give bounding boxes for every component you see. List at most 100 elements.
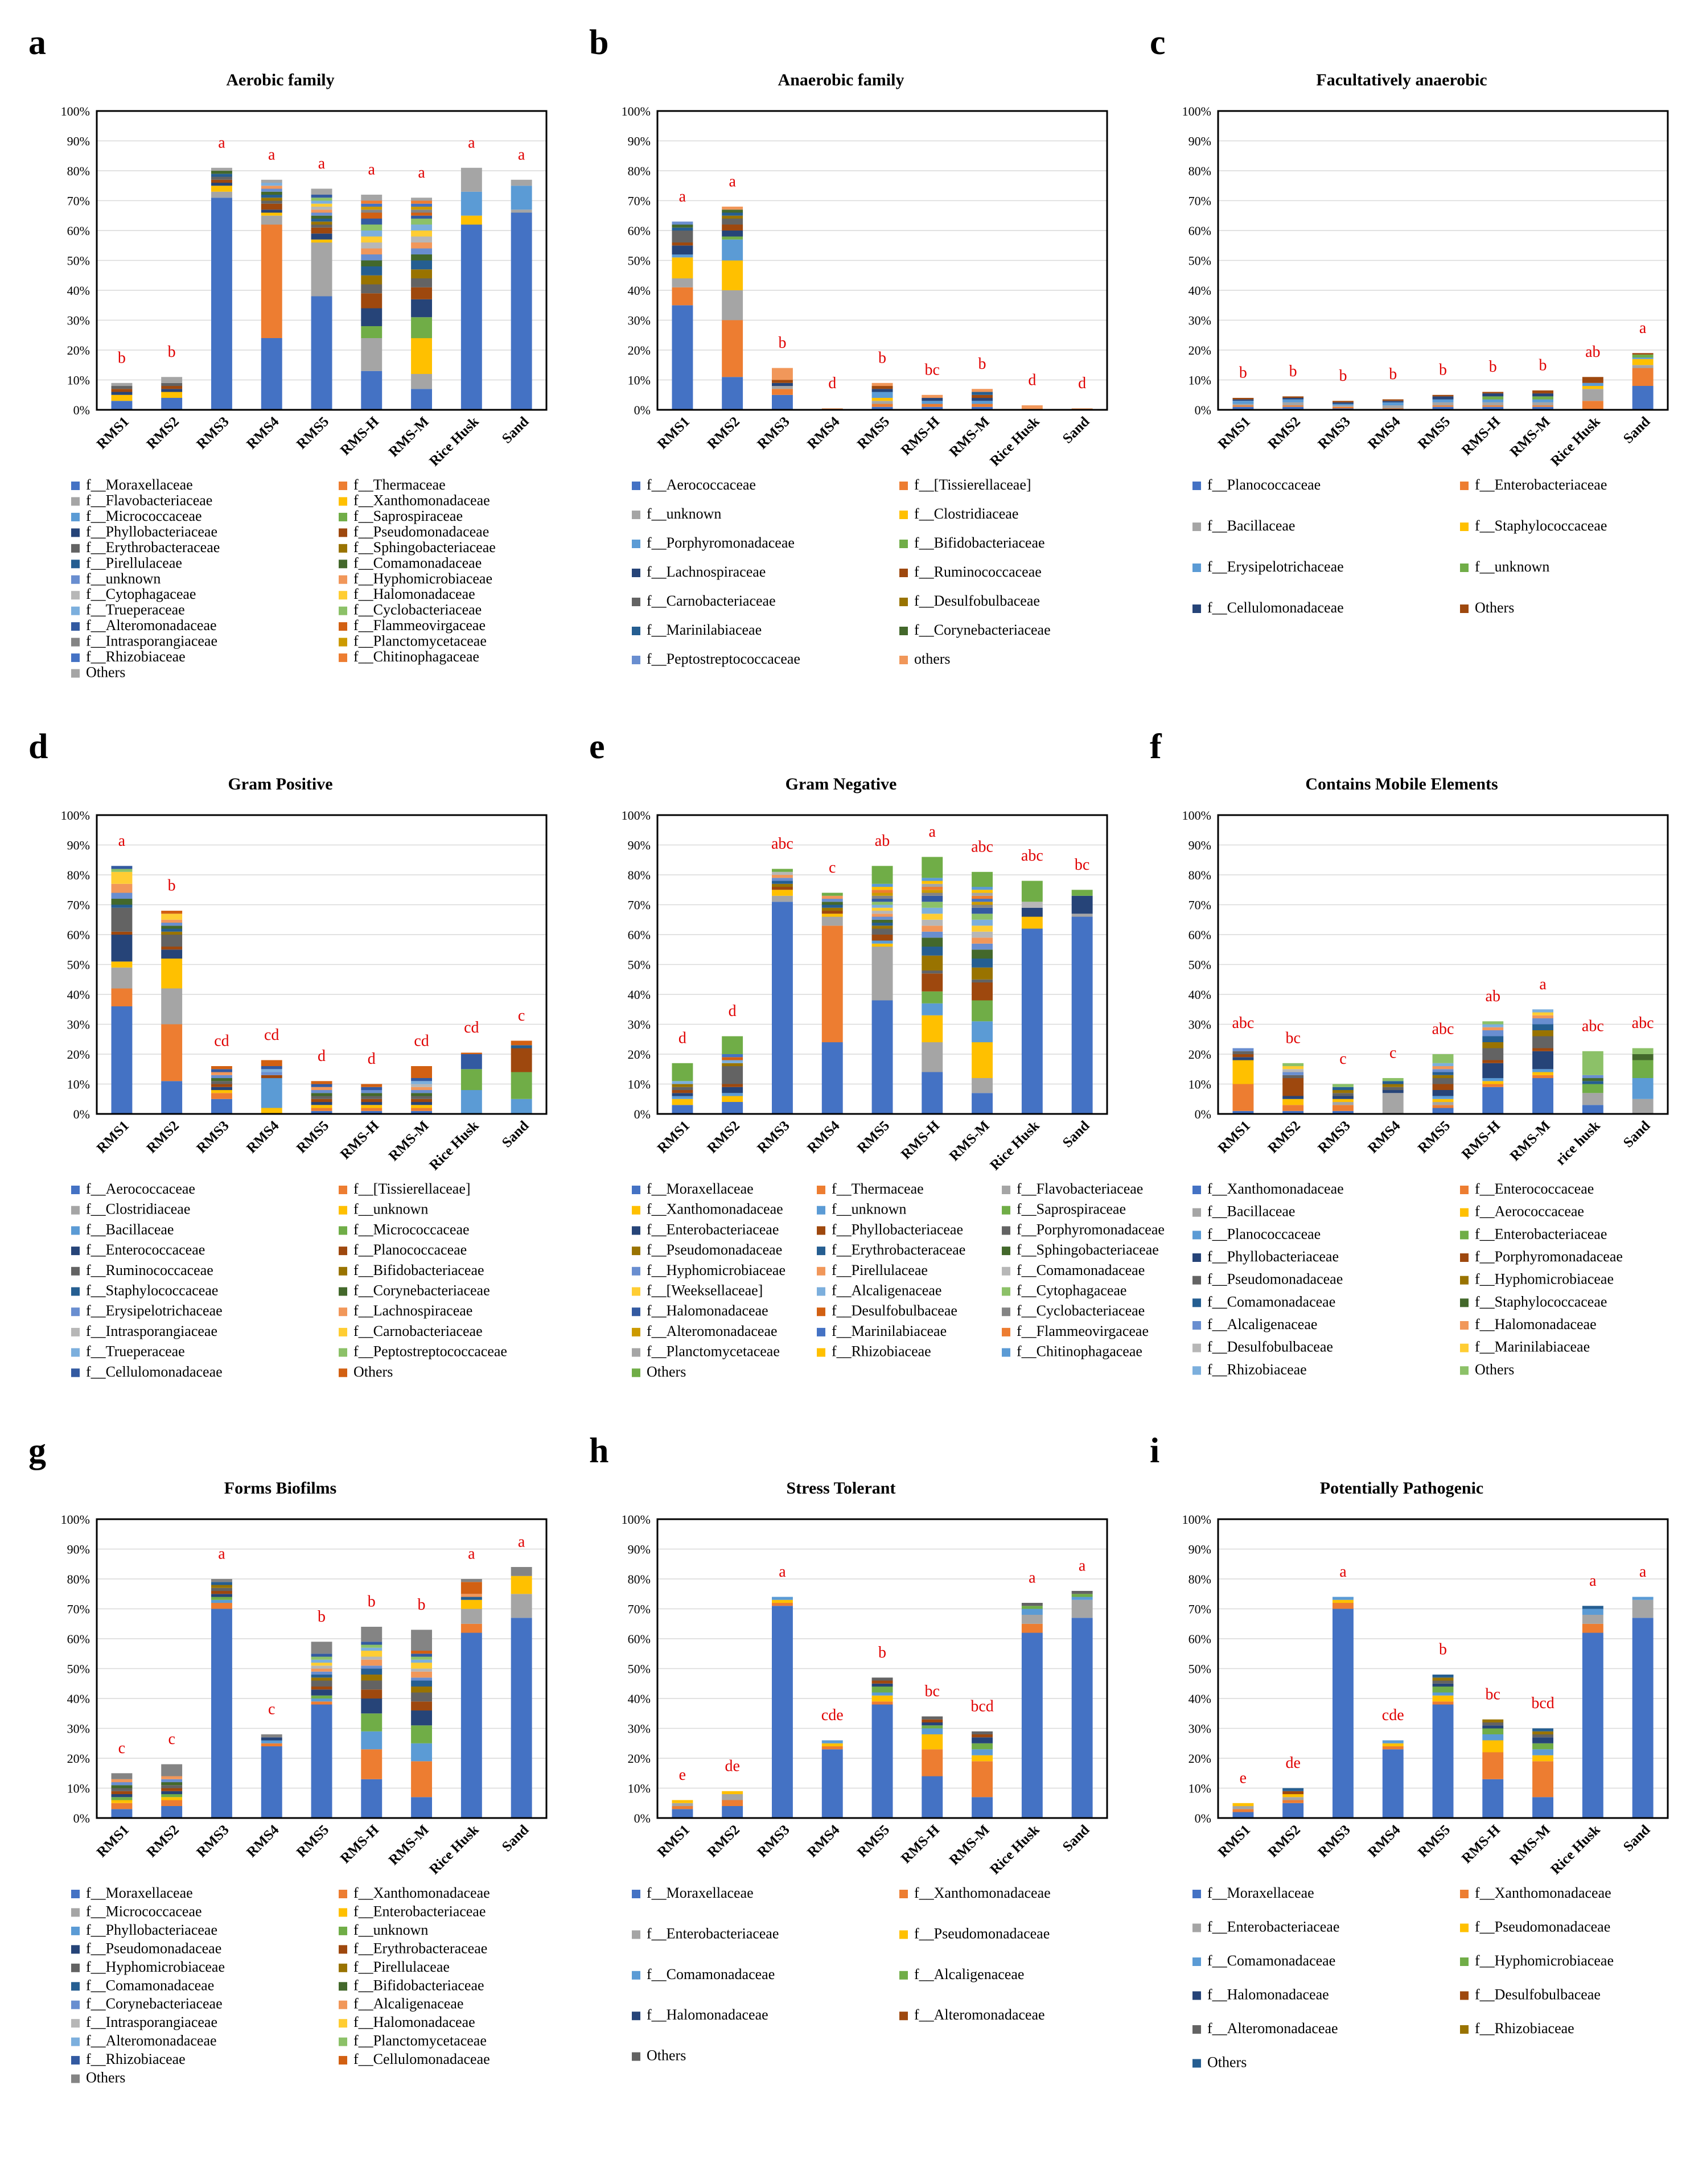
bar-segment: [922, 1776, 943, 1818]
bar-segment: [361, 254, 383, 261]
legend-swatch: [71, 575, 80, 584]
significance-label: b: [1439, 361, 1447, 379]
y-tick-label: 100%: [61, 808, 90, 822]
legend-item: f__Chitinophagaceae: [1002, 1343, 1142, 1360]
bar-segment: [1482, 1024, 1504, 1027]
bar-segment: [1282, 1788, 1304, 1791]
bar-segment: [411, 338, 432, 374]
bar-segment: [1382, 1084, 1404, 1087]
plot-frame: [656, 1518, 1108, 1819]
legend-label: f__Staphylococcaceae: [86, 1282, 218, 1299]
bar-segment: [111, 1803, 133, 1809]
legend-item: f__Staphylococcaceae: [1460, 517, 1607, 534]
bar-segment: [821, 892, 843, 896]
y-tick-label: 0%: [634, 1107, 651, 1121]
bar-segment: [871, 923, 893, 926]
x-tick-label: RMS3: [754, 414, 792, 452]
bar-segment: [1432, 1075, 1454, 1079]
y-tick-label: 60%: [628, 928, 651, 942]
legend-label: f__Comamonadaceae: [86, 1977, 214, 1993]
legend-swatch: [632, 2052, 640, 2061]
legend-label: f__Erysipelotrichaceae: [86, 1302, 223, 1319]
x-tick-label: RMS2: [1265, 1822, 1303, 1860]
bar-segment: [211, 1587, 232, 1591]
significance-label: cd: [414, 1033, 429, 1050]
legend-label: f__Xanthomonadaceae: [914, 1885, 1051, 1901]
bar-segment: [261, 179, 282, 183]
bar-segment: [1333, 405, 1354, 407]
bar-segment: [871, 904, 893, 908]
bar-segment: [161, 1788, 183, 1791]
bar-segment: [672, 1090, 693, 1093]
legend-item: f__Thermaceae: [339, 476, 446, 493]
legend-swatch: [339, 1890, 347, 1898]
legend-label: Others: [1475, 599, 1514, 616]
y-tick-label: 30%: [628, 1018, 651, 1032]
bar-segment: [1532, 1749, 1553, 1755]
bar-segment: [1432, 1680, 1454, 1684]
y-tick-label: 60%: [67, 928, 90, 942]
significance-label: cd: [264, 1026, 279, 1044]
legend-item: f__unknown: [632, 505, 721, 522]
bar-segment: [1632, 1048, 1654, 1054]
legend-swatch: [1460, 1208, 1469, 1217]
legend-label: f__Alteromonadaceae: [86, 2033, 217, 2049]
panel-letter-h: h: [589, 1432, 608, 1470]
bar-segment: [972, 899, 993, 902]
legend-swatch: [632, 1226, 640, 1235]
bar-segment: [922, 973, 943, 992]
bar-segment: [311, 1093, 332, 1096]
bar-segment: [972, 1737, 993, 1743]
bar-segment: [111, 1797, 133, 1800]
legend-item: f__Halomonadaceae: [1192, 1986, 1329, 2003]
bar-segment: [1382, 1090, 1404, 1093]
legend-label: f__unknown: [832, 1201, 906, 1218]
bar-segment: [1432, 402, 1454, 406]
legend-item: f__Cellulomonadaceae: [71, 1363, 223, 1380]
x-tick-label: RMS1: [94, 1822, 132, 1860]
bar-segment: [972, 926, 993, 932]
legend-item: f__Marinilabiaceae: [632, 622, 762, 638]
bar-segment: [411, 1663, 432, 1669]
bar-segment: [311, 1680, 332, 1687]
bar-segment: [1532, 1051, 1553, 1070]
bar-segment: [1632, 357, 1654, 359]
bar-segment: [161, 1791, 183, 1795]
legend-label: f__[Weeksellaceae]: [647, 1282, 763, 1299]
x-tick-label: RMS4: [804, 1822, 843, 1861]
legend-swatch: [71, 1206, 80, 1215]
bar-segment: [361, 326, 383, 338]
y-tick-label: 40%: [628, 988, 651, 1002]
legend-item: f__Bacillaceae: [71, 1221, 174, 1237]
bar-segment: [311, 1659, 332, 1663]
significance-label: b: [118, 349, 126, 367]
bar-segment: [511, 1618, 532, 1819]
bar-segment: [1282, 1803, 1304, 1819]
legend-swatch: [71, 2037, 80, 2046]
significance-label: b: [368, 1593, 376, 1611]
bar-segment: [161, 923, 183, 926]
significance-label: b: [1389, 365, 1397, 383]
bar-segment: [311, 1701, 332, 1705]
bar-segment: [161, 1800, 183, 1806]
legend-swatch: [632, 540, 640, 548]
legend-item: f__[Tissierellaceae]: [339, 1181, 471, 1197]
legend-swatch: [632, 1348, 640, 1357]
bar-segment: [460, 1052, 482, 1054]
bar-segment: [161, 931, 183, 935]
bar-segment: [1333, 1105, 1354, 1111]
legend-label: f__Peptostreptococcaceae: [647, 651, 800, 667]
y-tick-label: 70%: [1188, 1602, 1211, 1617]
significance-label: cde: [1382, 1706, 1404, 1724]
legend-label: f__Hyphomicrobiaceae: [1475, 1952, 1614, 1969]
x-tick-label: Sand: [1621, 1822, 1653, 1854]
bar-segment: [922, 1719, 943, 1723]
legend-swatch: [339, 528, 347, 537]
legend-label: f__Hyphomicrobiaceae: [647, 1262, 786, 1278]
bar-segment: [1532, 1728, 1553, 1731]
bar-segment: [672, 1800, 693, 1803]
y-tick-label: 0%: [634, 403, 651, 417]
bar-segment: [111, 392, 133, 395]
legend-label: f__Peptostreptococcaceae: [353, 1343, 507, 1360]
legend-swatch: [339, 1982, 347, 1991]
